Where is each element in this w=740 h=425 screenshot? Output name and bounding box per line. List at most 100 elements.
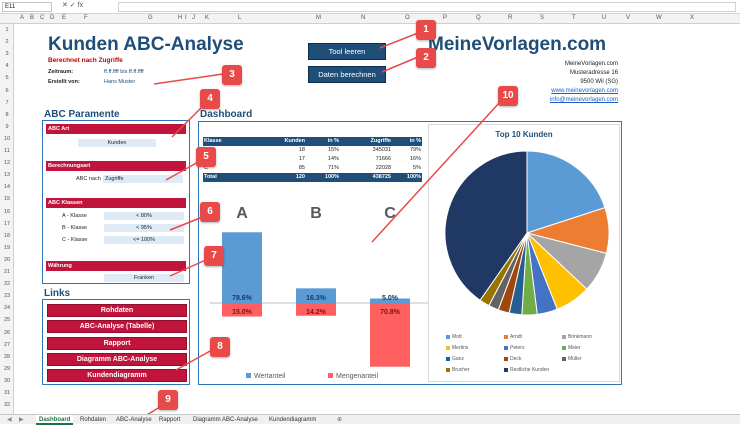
column-header[interactable]: T — [572, 15, 576, 21]
row-header[interactable]: 7 — [5, 99, 9, 106]
column-header[interactable]: V — [626, 15, 631, 21]
formula-bar: E11 ✕ ✓ fx — [0, 0, 740, 14]
row-header[interactable]: 17 — [3, 220, 11, 227]
column-header[interactable]: U — [602, 15, 607, 21]
tab-kundendiagramm[interactable]: Kundendiagramm — [269, 417, 317, 423]
column-header[interactable]: A — [20, 15, 25, 21]
row-header[interactable]: 4 — [5, 63, 9, 70]
abc-art-value[interactable]: Kunden — [78, 139, 156, 147]
wertanteil-data-label: 78.6% — [232, 295, 253, 302]
pie-legend-item: Arndt — [504, 334, 522, 340]
row-header[interactable]: 24 — [3, 305, 11, 312]
row-header[interactable]: 31 — [3, 390, 11, 396]
erstellt-value[interactable]: Hans Muster — [104, 79, 136, 85]
row-header[interactable]: 8 — [5, 111, 9, 118]
waehrung-value[interactable]: Franken — [104, 274, 184, 282]
column-header[interactable]: Q — [476, 15, 481, 21]
column-header[interactable]: X — [690, 15, 695, 21]
row-header[interactable]: 19 — [3, 244, 11, 251]
row-header[interactable]: 6 — [5, 87, 9, 94]
pie-slice-0 — [526, 150, 606, 234]
email-link[interactable]: info@meinevorlagen.com — [549, 97, 618, 103]
row-header[interactable]: 12 — [3, 160, 11, 167]
legend-swatch — [446, 367, 450, 372]
klasse-b-value[interactable]: < 95% — [104, 224, 184, 232]
add-sheet-icon[interactable]: ⊕ — [337, 417, 343, 423]
zeitraum-value[interactable]: ff.ff.ffff bis ff.ff.ffff — [104, 69, 144, 75]
tool-leeren-button[interactable]: Tool leeren — [308, 43, 386, 60]
table-cell: 18 — [298, 147, 305, 153]
legend-swatch — [446, 356, 450, 361]
tab-scroll-right-icon[interactable]: ▶ — [19, 417, 24, 423]
row-header[interactable]: 26 — [3, 329, 11, 336]
row-header[interactable]: 32 — [3, 402, 11, 409]
formula-input[interactable] — [118, 2, 736, 12]
row-header[interactable]: 1 — [5, 27, 9, 33]
column-header[interactable]: S — [540, 15, 545, 21]
table-cell: Total — [203, 173, 258, 182]
column-header[interactable]: N — [361, 15, 366, 21]
column-header[interactable]: B — [30, 15, 35, 21]
column-header[interactable]: L — [238, 15, 242, 21]
tab-scroll-left-icon[interactable]: ◀ — [7, 417, 12, 423]
row-header[interactable]: 18 — [3, 232, 11, 239]
column-header[interactable]: O — [405, 15, 410, 21]
row-header[interactable]: 27 — [3, 341, 11, 348]
column-header[interactable]: G — [148, 15, 153, 21]
klasse-c-value[interactable]: <= 100% — [104, 236, 184, 244]
column-header[interactable]: R — [508, 15, 513, 21]
row-header[interactable]: 13 — [3, 172, 11, 179]
tab-abc-analyse[interactable]: ABC-Analyse — [116, 417, 152, 423]
row-header[interactable]: 10 — [3, 135, 11, 142]
tab-rapport[interactable]: Rapport — [159, 417, 181, 423]
mengenanteil-bar-a — [222, 303, 262, 317]
row-header[interactable]: 15 — [3, 196, 11, 203]
wertanteil-bar-c — [370, 298, 410, 303]
column-header[interactable]: J — [192, 15, 195, 21]
row-header[interactable]: 5 — [5, 75, 9, 82]
row-header[interactable]: 22 — [3, 281, 11, 288]
row-header[interactable]: 25 — [3, 317, 11, 324]
column-header[interactable]: D — [50, 15, 55, 21]
row-header[interactable]: 28 — [3, 353, 11, 360]
column-header[interactable]: W — [656, 15, 662, 21]
row-header[interactable]: 23 — [3, 293, 11, 300]
tab-diagramm-abc[interactable]: Diagramm ABC-Analyse — [193, 417, 258, 423]
berechnungsart-value[interactable]: Zugriffe — [103, 175, 183, 183]
row-header[interactable]: 2 — [5, 39, 9, 46]
row-header[interactable]: 21 — [3, 269, 11, 275]
link-rohdaten-button[interactable]: Rohdaten — [47, 304, 187, 317]
column-header[interactable]: C — [40, 15, 45, 21]
column-header[interactable]: H — [178, 15, 183, 21]
klasse-a-value[interactable]: < 80% — [104, 212, 184, 220]
column-header[interactable]: M — [316, 15, 321, 21]
row-header[interactable]: 11 — [4, 148, 10, 154]
column-header[interactable]: P — [443, 15, 448, 21]
daten-berechnen-button[interactable]: Daten berechnen — [308, 66, 386, 83]
callout-7: 7 — [204, 246, 224, 266]
row-header[interactable]: 30 — [3, 377, 11, 384]
formula-icons[interactable]: ✕ ✓ fx — [62, 2, 84, 9]
column-header[interactable]: F — [84, 15, 88, 21]
row-header[interactable]: 20 — [3, 256, 11, 263]
link-kundendiagramm-button[interactable]: Kundendiagramm — [47, 369, 187, 382]
table-cell: 71666 — [375, 156, 391, 162]
link-abc-analyse-button[interactable]: ABC-Analyse (Tabelle) — [47, 320, 187, 333]
row-header[interactable]: 9 — [5, 123, 9, 130]
row-header[interactable]: 14 — [3, 184, 11, 191]
website-link[interactable]: www.meinevorlagen.com — [551, 88, 618, 94]
name-box[interactable]: E11 — [2, 2, 52, 12]
row-header[interactable]: 29 — [3, 365, 11, 372]
link-rapport-button[interactable]: Rapport — [47, 337, 187, 350]
column-header[interactable]: I — [185, 15, 187, 21]
klasse-a-name: A - Klasse — [62, 213, 87, 219]
pie-legend-item: Deck — [504, 356, 521, 362]
table-cell: Zugriffe — [340, 137, 392, 146]
legend-label: Deck — [510, 356, 522, 362]
tab-rohdaten[interactable]: Rohdaten — [80, 417, 107, 423]
row-header[interactable]: 3 — [5, 51, 9, 58]
row-header[interactable]: 16 — [3, 208, 11, 215]
column-header[interactable]: E — [62, 15, 67, 21]
link-diagramm-button[interactable]: Diagramm ABC-Analyse — [47, 353, 187, 366]
column-header[interactable]: K — [205, 15, 210, 21]
